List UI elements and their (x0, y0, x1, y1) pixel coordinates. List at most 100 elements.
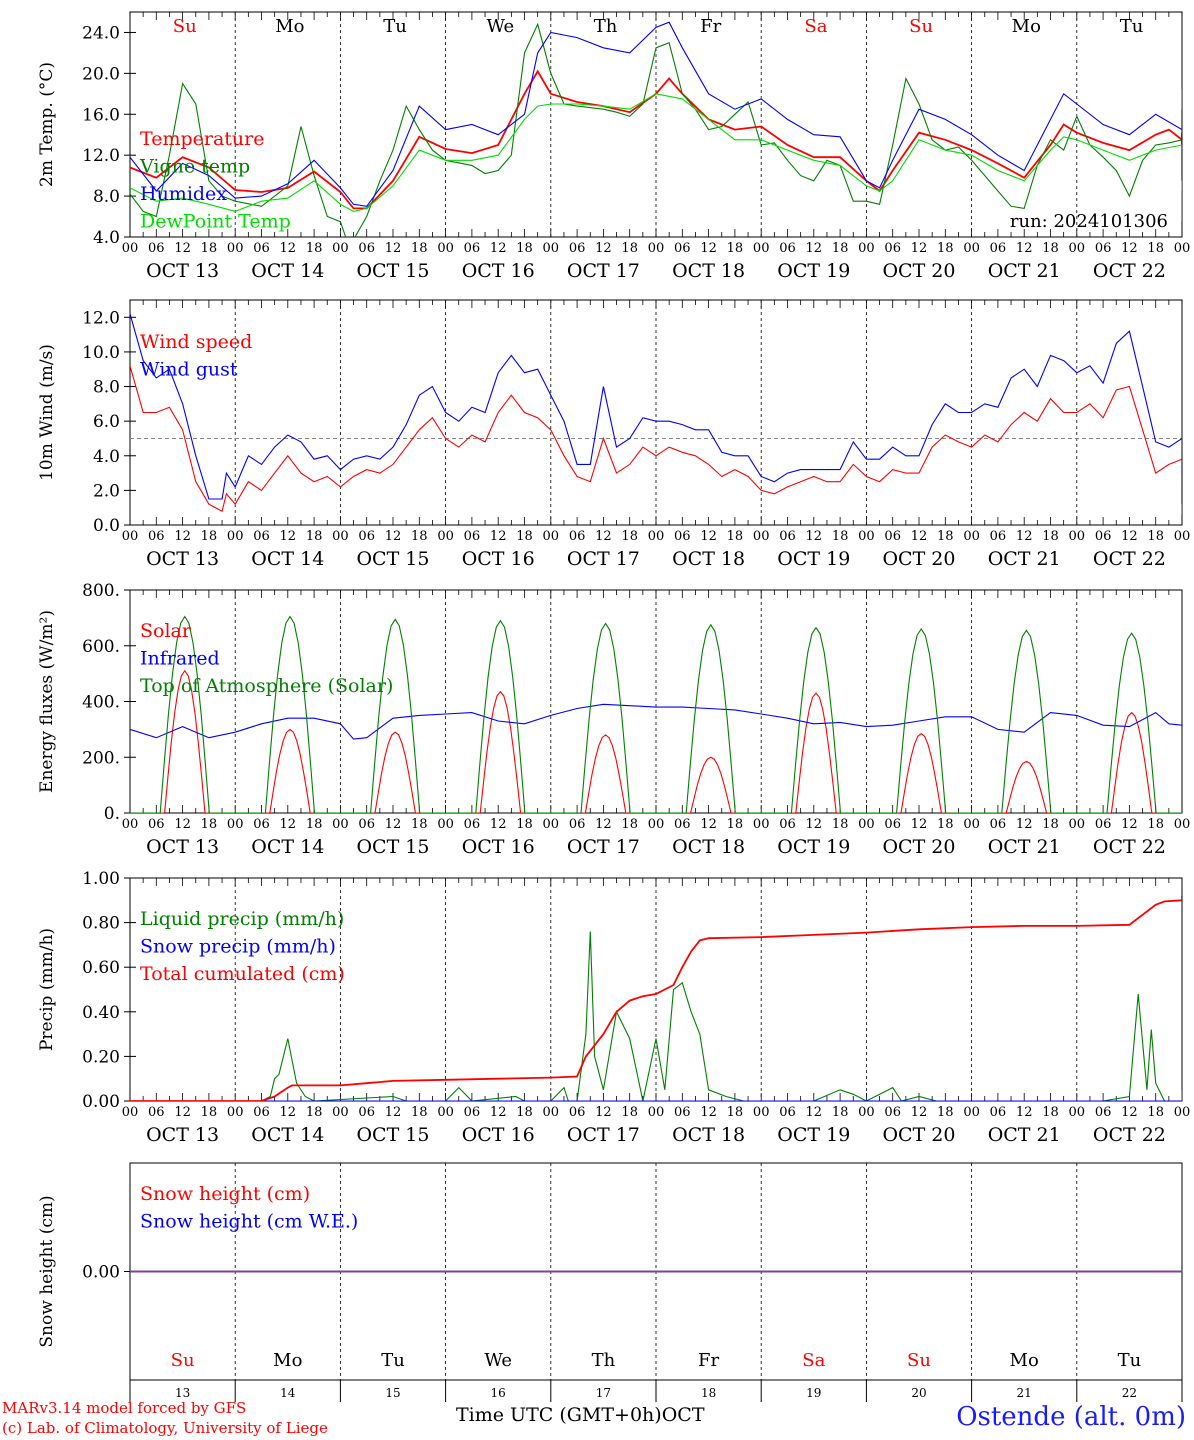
legend-entry: Top of Atmosphere (Solar) (140, 675, 393, 697)
hour-tick-label: 18 (411, 241, 428, 256)
time-axis-label: Time UTC (GMT+0h) (456, 1404, 662, 1426)
hour-tick-label: 18 (306, 1105, 323, 1120)
hour-tick-label: 00 (648, 241, 665, 256)
hour-tick-label: 12 (1016, 241, 1033, 256)
hour-tick-label: 06 (990, 817, 1007, 832)
hour-tick-label: 00 (648, 1105, 665, 1120)
lab-credit: (c) Lab. of Climatology, University of L… (2, 1419, 328, 1437)
hour-tick-label: 18 (201, 1105, 218, 1120)
hour-tick-label: 06 (674, 817, 691, 832)
hour-tick-label: 00 (122, 241, 139, 256)
y-tick-label: 400. (82, 693, 120, 713)
hour-tick-label: 12 (595, 241, 612, 256)
legend-entry: Vigne temp (139, 156, 250, 178)
hour-tick-label: 18 (621, 817, 638, 832)
hour-tick-label: 12 (174, 529, 191, 544)
hour-tick-label: 06 (569, 817, 586, 832)
y-axis-label: Precip (mm/h) (37, 928, 57, 1051)
hour-tick-label: 18 (1042, 1105, 1059, 1120)
series-dewpoint-temp (130, 93, 1182, 212)
day-number-label: 21 (1017, 1386, 1032, 1400)
series-temperature (130, 69, 1182, 210)
hour-tick-label: 00 (122, 817, 139, 832)
weekday-label: Mo (275, 16, 304, 37)
hour-tick-label: 12 (911, 241, 928, 256)
hour-tick-label: 00 (332, 1105, 349, 1120)
hour-tick-label: 12 (385, 241, 402, 256)
legend-entry: Total cumulated (cm) (140, 963, 345, 985)
y-axis-label: 2m Temp. (°C) (37, 62, 57, 187)
date-label: OCT 13 (146, 1124, 219, 1146)
hour-tick-label: 12 (1016, 1105, 1033, 1120)
y-tick-label: 6.0 (93, 412, 120, 432)
hour-tick-label: 12 (174, 817, 191, 832)
time-axis-title: Time UTC (GMT+0h)OCT (456, 1404, 705, 1426)
hour-tick-label: 12 (174, 1105, 191, 1120)
hour-tick-label: 00 (858, 817, 875, 832)
hour-tick-label: 00 (543, 1105, 560, 1120)
date-label: OCT 21 (988, 548, 1061, 570)
hour-tick-label: 06 (1095, 817, 1112, 832)
y-axis-label: Energy fluxes (W/m²) (37, 610, 57, 793)
hour-tick-label: 06 (253, 241, 270, 256)
hour-tick-label: 00 (1174, 1105, 1191, 1120)
y-tick-label: 4.0 (93, 447, 120, 467)
weekday-label: Fr (700, 16, 721, 37)
hour-tick-label: 00 (1069, 529, 1086, 544)
date-label: OCT 17 (567, 260, 640, 282)
y-tick-label: 0.0 (93, 516, 120, 536)
hour-tick-label: 18 (832, 817, 849, 832)
hour-tick-label: 06 (884, 817, 901, 832)
date-label: OCT 20 (882, 1124, 955, 1146)
run-label: run: 2024101306 (1010, 211, 1168, 232)
weekday-label: Tu (1118, 1350, 1142, 1371)
y-tick-label: 1.00 (82, 869, 120, 889)
hour-tick-label: 18 (832, 241, 849, 256)
hour-tick-label: 12 (1121, 529, 1138, 544)
date-label: OCT 20 (882, 548, 955, 570)
hour-tick-label: 18 (516, 529, 533, 544)
hour-tick-label: 18 (1042, 241, 1059, 256)
hour-tick-label: 06 (1095, 241, 1112, 256)
y-tick-label: 10.0 (82, 343, 120, 363)
hour-tick-label: 12 (490, 241, 507, 256)
y-tick-label: 8.0 (93, 378, 120, 398)
hour-tick-label: 12 (806, 1105, 823, 1120)
hour-tick-label: 00 (648, 817, 665, 832)
hour-tick-label: 06 (253, 817, 270, 832)
legend-entry: Humidex (140, 183, 227, 205)
hour-tick-label: 00 (543, 529, 560, 544)
hour-tick-label: 06 (358, 1105, 375, 1120)
hour-tick-label: 06 (884, 529, 901, 544)
hour-tick-label: 12 (1121, 1105, 1138, 1120)
hour-tick-label: 00 (753, 1105, 770, 1120)
hour-tick-label: 12 (911, 529, 928, 544)
legend-entry: Wind speed (140, 331, 252, 353)
hour-tick-label: 00 (1174, 817, 1191, 832)
date-label: OCT 14 (251, 836, 324, 858)
series-humidex (130, 21, 1182, 207)
hour-tick-label: 12 (700, 241, 717, 256)
series-vigne-temp (130, 22, 1182, 237)
y-tick-label: 800. (82, 581, 120, 601)
y-tick-label: 16.0 (82, 105, 120, 125)
y-tick-label: 0.80 (82, 914, 120, 934)
hour-tick-label: 06 (464, 1105, 481, 1120)
legend-entry: Snow height (cm) (140, 1183, 310, 1205)
series-group (130, 21, 1182, 237)
date-label: OCT 15 (356, 548, 429, 570)
date-label: OCT 19 (777, 836, 850, 858)
weekday-label: Th (594, 16, 618, 37)
hour-tick-label: 06 (358, 817, 375, 832)
hour-tick-label: 12 (595, 529, 612, 544)
hour-tick-label: 06 (358, 241, 375, 256)
weekday-label: Mo (1010, 1350, 1039, 1371)
hour-tick-label: 12 (700, 1105, 717, 1120)
legend-entry: Temperature (140, 128, 264, 150)
day-number-label: 13 (175, 1386, 190, 1400)
hour-tick-label: 06 (674, 241, 691, 256)
date-label: OCT 15 (356, 260, 429, 282)
hour-tick-label: 12 (806, 529, 823, 544)
hour-tick-label: 12 (490, 1105, 507, 1120)
